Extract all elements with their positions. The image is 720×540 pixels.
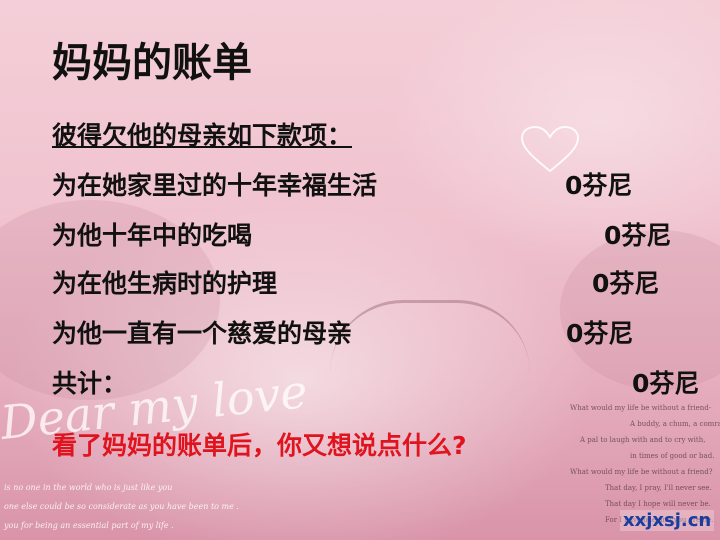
background-tree: [560, 230, 720, 390]
heart-icon: [520, 125, 580, 173]
poem-line: in times of good or bad.: [630, 452, 715, 460]
poem-line: A pal to laugh with and to cry with,: [580, 436, 706, 444]
bill-item-amount: 0芬尼: [565, 171, 633, 200]
bill-item-amount: 0芬尼: [604, 221, 672, 250]
bill-total-amount: 0芬尼: [632, 369, 700, 398]
bill-item-amount: 0芬尼: [566, 319, 634, 348]
bill-total-label: 共计：: [52, 369, 128, 398]
poem-line: That day, I pray, I'll never see.: [605, 484, 712, 492]
bill-item-amount: 0芬尼: [592, 269, 660, 298]
background-bridge: [330, 300, 530, 373]
background-tree: [0, 200, 220, 400]
bottom-line: you for being an essential part of my li…: [4, 521, 174, 530]
slide-title: 妈妈的账单: [52, 40, 252, 86]
bottom-line: is no one in the world who is just like …: [4, 483, 173, 492]
background-bottom-lines: is no one in the world who is just like …: [4, 478, 239, 535]
bill-item-label: 为在他生病时的护理: [52, 269, 278, 298]
poem-line: What would my life be without a friend?: [570, 468, 713, 476]
bill-item-label: 为他十年中的吃喝: [52, 221, 253, 250]
background-poem: What would my life be without a friend- …: [570, 400, 720, 528]
poem-line: That day I hope will never be.: [605, 500, 711, 508]
poem-line: What would my life be without a friend-: [570, 404, 712, 412]
bottom-line: one else could be so considerate as you …: [4, 502, 239, 511]
bill-item-label: 为在她家里过的十年幸福生活: [52, 171, 378, 200]
poem-line: For I have one and you are he.: [605, 516, 714, 524]
discussion-question: 看了妈妈的账单后，你又想说点什么?: [52, 431, 467, 460]
bill-item-label: 为他一直有一个慈爱的母亲: [52, 319, 353, 348]
poem-line: A buddy, a chum, a comrade?: [630, 420, 720, 428]
watermark-logo: xxjxsj.cn: [620, 510, 715, 531]
slide-subtitle: 彼得欠他的母亲如下款项：: [52, 121, 353, 150]
